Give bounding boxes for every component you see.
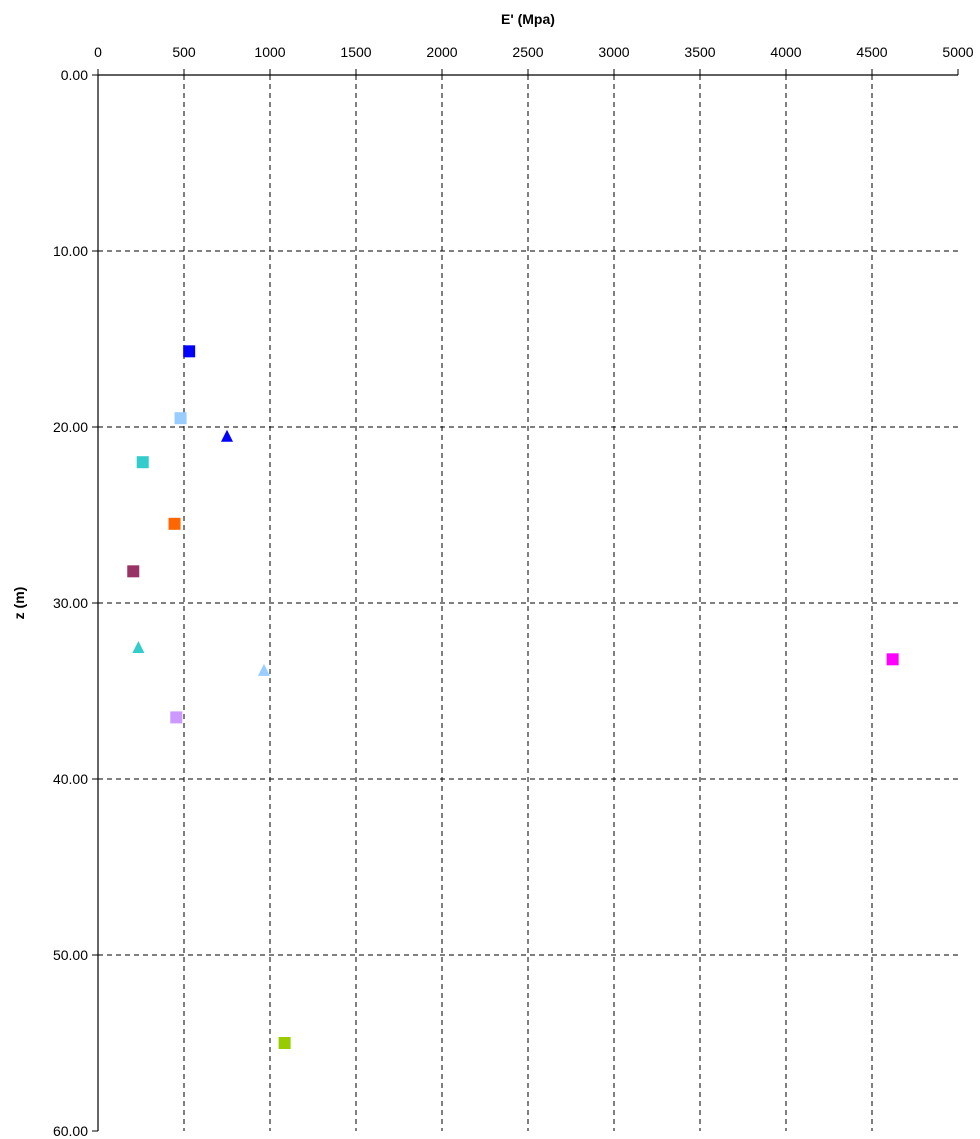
x-tick-label: 2500 (512, 44, 543, 60)
x-tick-label: 500 (172, 44, 196, 60)
axes (92, 69, 959, 1132)
y-axis-title: z (m) (11, 587, 27, 620)
y-tick-label: 30.00 (53, 595, 88, 611)
x-tick-label: 4500 (856, 44, 887, 60)
data-point-triangle (132, 641, 145, 653)
data-points (127, 345, 899, 1049)
data-point-square (174, 412, 187, 425)
x-tick-label: 5000 (942, 44, 973, 60)
x-tick-label: 2000 (426, 44, 457, 60)
data-point-square (136, 456, 149, 469)
data-point-square (168, 517, 181, 530)
y-tick-label: 0.00 (61, 67, 88, 83)
data-point-square (278, 1037, 291, 1049)
grid-lines (98, 75, 958, 1131)
x-tick-label: 3000 (598, 44, 629, 60)
y-tick-label: 10.00 (53, 243, 88, 259)
tick-labels: 0 500 1000 1500 2000 2500 3000 3500 4000 4500 5000… (53, 44, 974, 1139)
data-point-square (127, 565, 140, 578)
y-tick-label: 40.00 (53, 771, 88, 787)
y-tick-label: 20.00 (53, 419, 88, 435)
x-tick-label: 0 (94, 44, 102, 60)
x-tick-label: 4000 (770, 44, 801, 60)
y-tick-label: 50.00 (53, 947, 88, 963)
x-axis-title: E' (Mpa) (501, 11, 555, 27)
data-point-square (170, 711, 183, 724)
x-tick-label: 3500 (684, 44, 715, 60)
data-point-square (886, 653, 899, 666)
x-tick-label: 1000 (254, 44, 285, 60)
data-point-triangle (257, 663, 270, 676)
data-point-square (183, 345, 196, 358)
data-point-triangle (221, 429, 233, 442)
x-tick-label: 1500 (340, 44, 371, 60)
y-tick-label: 60.00 (53, 1123, 88, 1139)
